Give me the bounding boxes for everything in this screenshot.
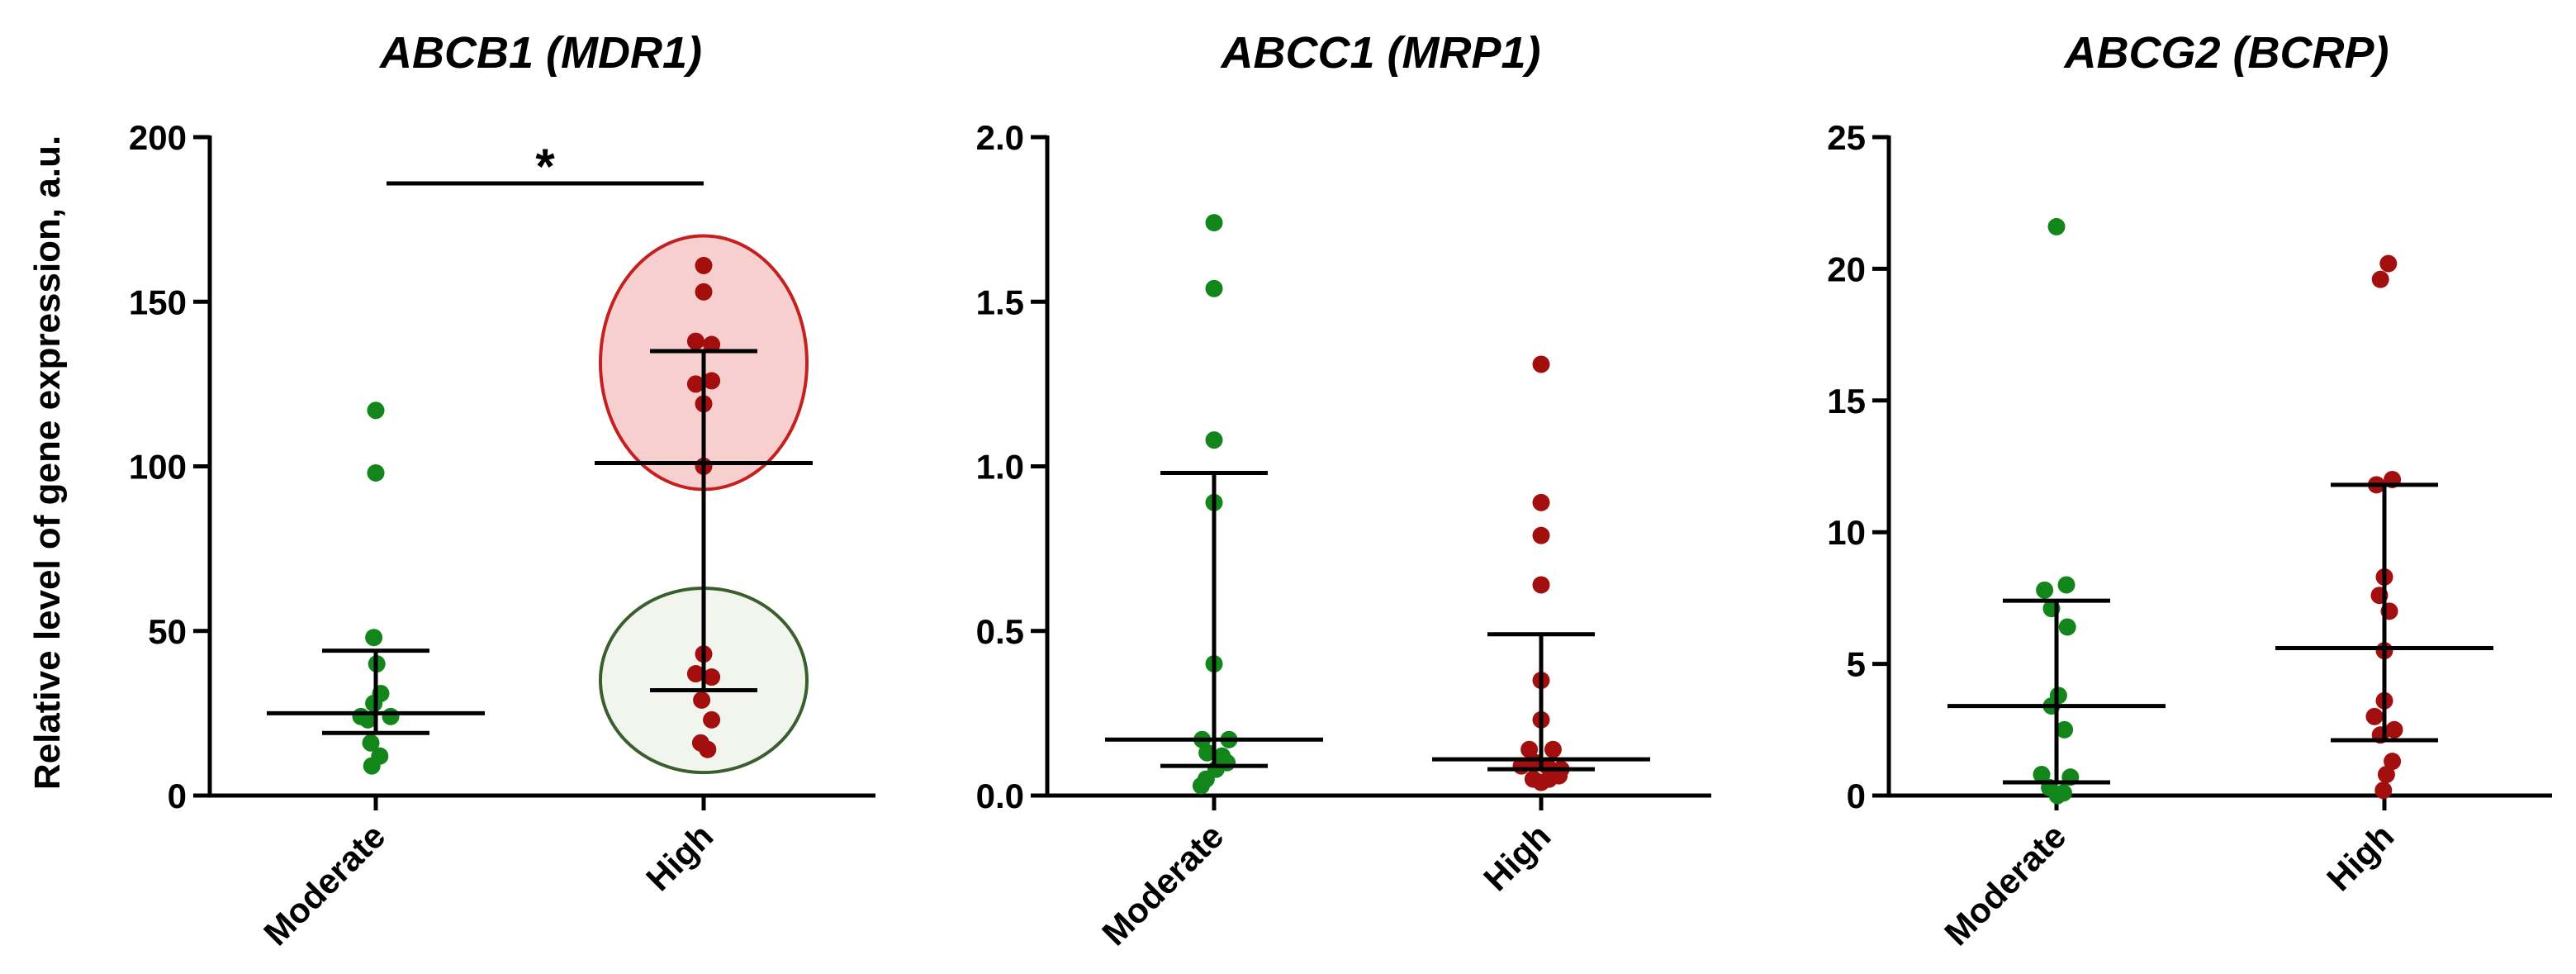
data-point-high [1544,740,1562,758]
data-point-high [686,375,704,393]
significance-star: * [535,139,555,194]
panel-abcb1: ABCB1 (MDR1) 0 50 100 150 200 Moderate High * [129,28,875,953]
data-point-high [2377,765,2395,783]
data-point-high [1550,767,1568,785]
data-point-high [703,335,721,354]
data-point-high [1520,740,1539,758]
data-point-high [2384,753,2402,771]
data-point-moderate [2057,576,2076,594]
x-tick-label: Moderate [1094,816,1231,953]
data-point-moderate [2048,786,2066,805]
y-tick-label: 20 [1827,249,1866,288]
data-point-moderate [2036,581,2054,599]
data-point-moderate [363,757,381,775]
data-point-moderate [1205,279,1223,297]
data-point-high [2385,720,2403,739]
x-tick-label: Moderate [1937,816,2073,953]
y-tick-label: 10 [1827,513,1866,552]
chart-title: ABCG2 (BCRP) [2062,28,2389,78]
data-point-moderate [1205,431,1223,449]
data-point-high [1532,493,1550,511]
data-point-high [1532,355,1550,373]
data-point-moderate [365,629,383,647]
data-point-high [686,665,704,683]
x-tick-label: Moderate [256,816,392,953]
y-tick-label: 1.5 [976,283,1024,321]
x-tick-label: High [638,816,720,898]
y-tick-label: 15 [1827,382,1866,420]
x-tick-label: High [1476,816,1558,898]
data-point-high [695,256,713,274]
y-tick-label: 5 [1847,645,1866,684]
y-tick-label: 25 [1827,118,1866,157]
data-point-high [703,668,721,687]
data-point-moderate [1192,777,1210,795]
data-point-moderate [1198,744,1217,762]
data-point-high [2371,270,2389,288]
data-point-high [703,710,721,729]
data-point-moderate [367,463,385,482]
data-point-high [686,332,704,350]
data-point-moderate [382,707,400,725]
y-tick-label: 0 [1847,777,1866,815]
data-point-moderate [2047,217,2066,235]
x-tick-label: High [2319,816,2401,898]
data-point-high [2379,254,2398,273]
y-axis-label: Relative level of gene expression, a.u. [27,135,68,790]
data-point-moderate [2033,765,2051,783]
data-point-high [1532,773,1550,791]
data-point-moderate [2056,720,2074,739]
data-point-high [695,283,713,301]
y-tick-label: 1.0 [976,448,1024,487]
data-point-high [1532,526,1550,544]
chart-title: ABCC1 (MRP1) [1219,28,1540,78]
y-tick-label: 50 [148,612,187,651]
y-tick-label: 150 [129,283,187,321]
data-point-high [1532,576,1550,594]
chart-title: ABCB1 (MDR1) [378,28,702,78]
panel-abcc1: ABCC1 (MRP1) 0.0 0.5 1.0 1.5 2.0 Moderate High [976,28,1711,953]
data-point-high [2365,707,2384,725]
data-point-moderate [362,734,380,752]
data-point-high [703,372,721,390]
data-point-moderate [367,401,385,420]
y-tick-label: 100 [129,448,187,487]
data-point-high [2374,782,2393,800]
y-tick-label: 0 [168,777,187,815]
data-point-moderate [1205,214,1223,232]
y-tick-label: 0.0 [976,777,1024,815]
data-point-high [699,740,717,758]
data-point-moderate [358,710,377,729]
y-tick-label: 2.0 [976,118,1024,157]
y-tick-label: 200 [129,118,187,157]
panel-abcg2: ABCG2 (BCRP) 0 5 10 15 20 25 Moderate High [1827,28,2552,953]
data-point-moderate [2058,618,2076,636]
data-point-high [693,691,711,709]
y-tick-label: 0.5 [976,612,1024,651]
